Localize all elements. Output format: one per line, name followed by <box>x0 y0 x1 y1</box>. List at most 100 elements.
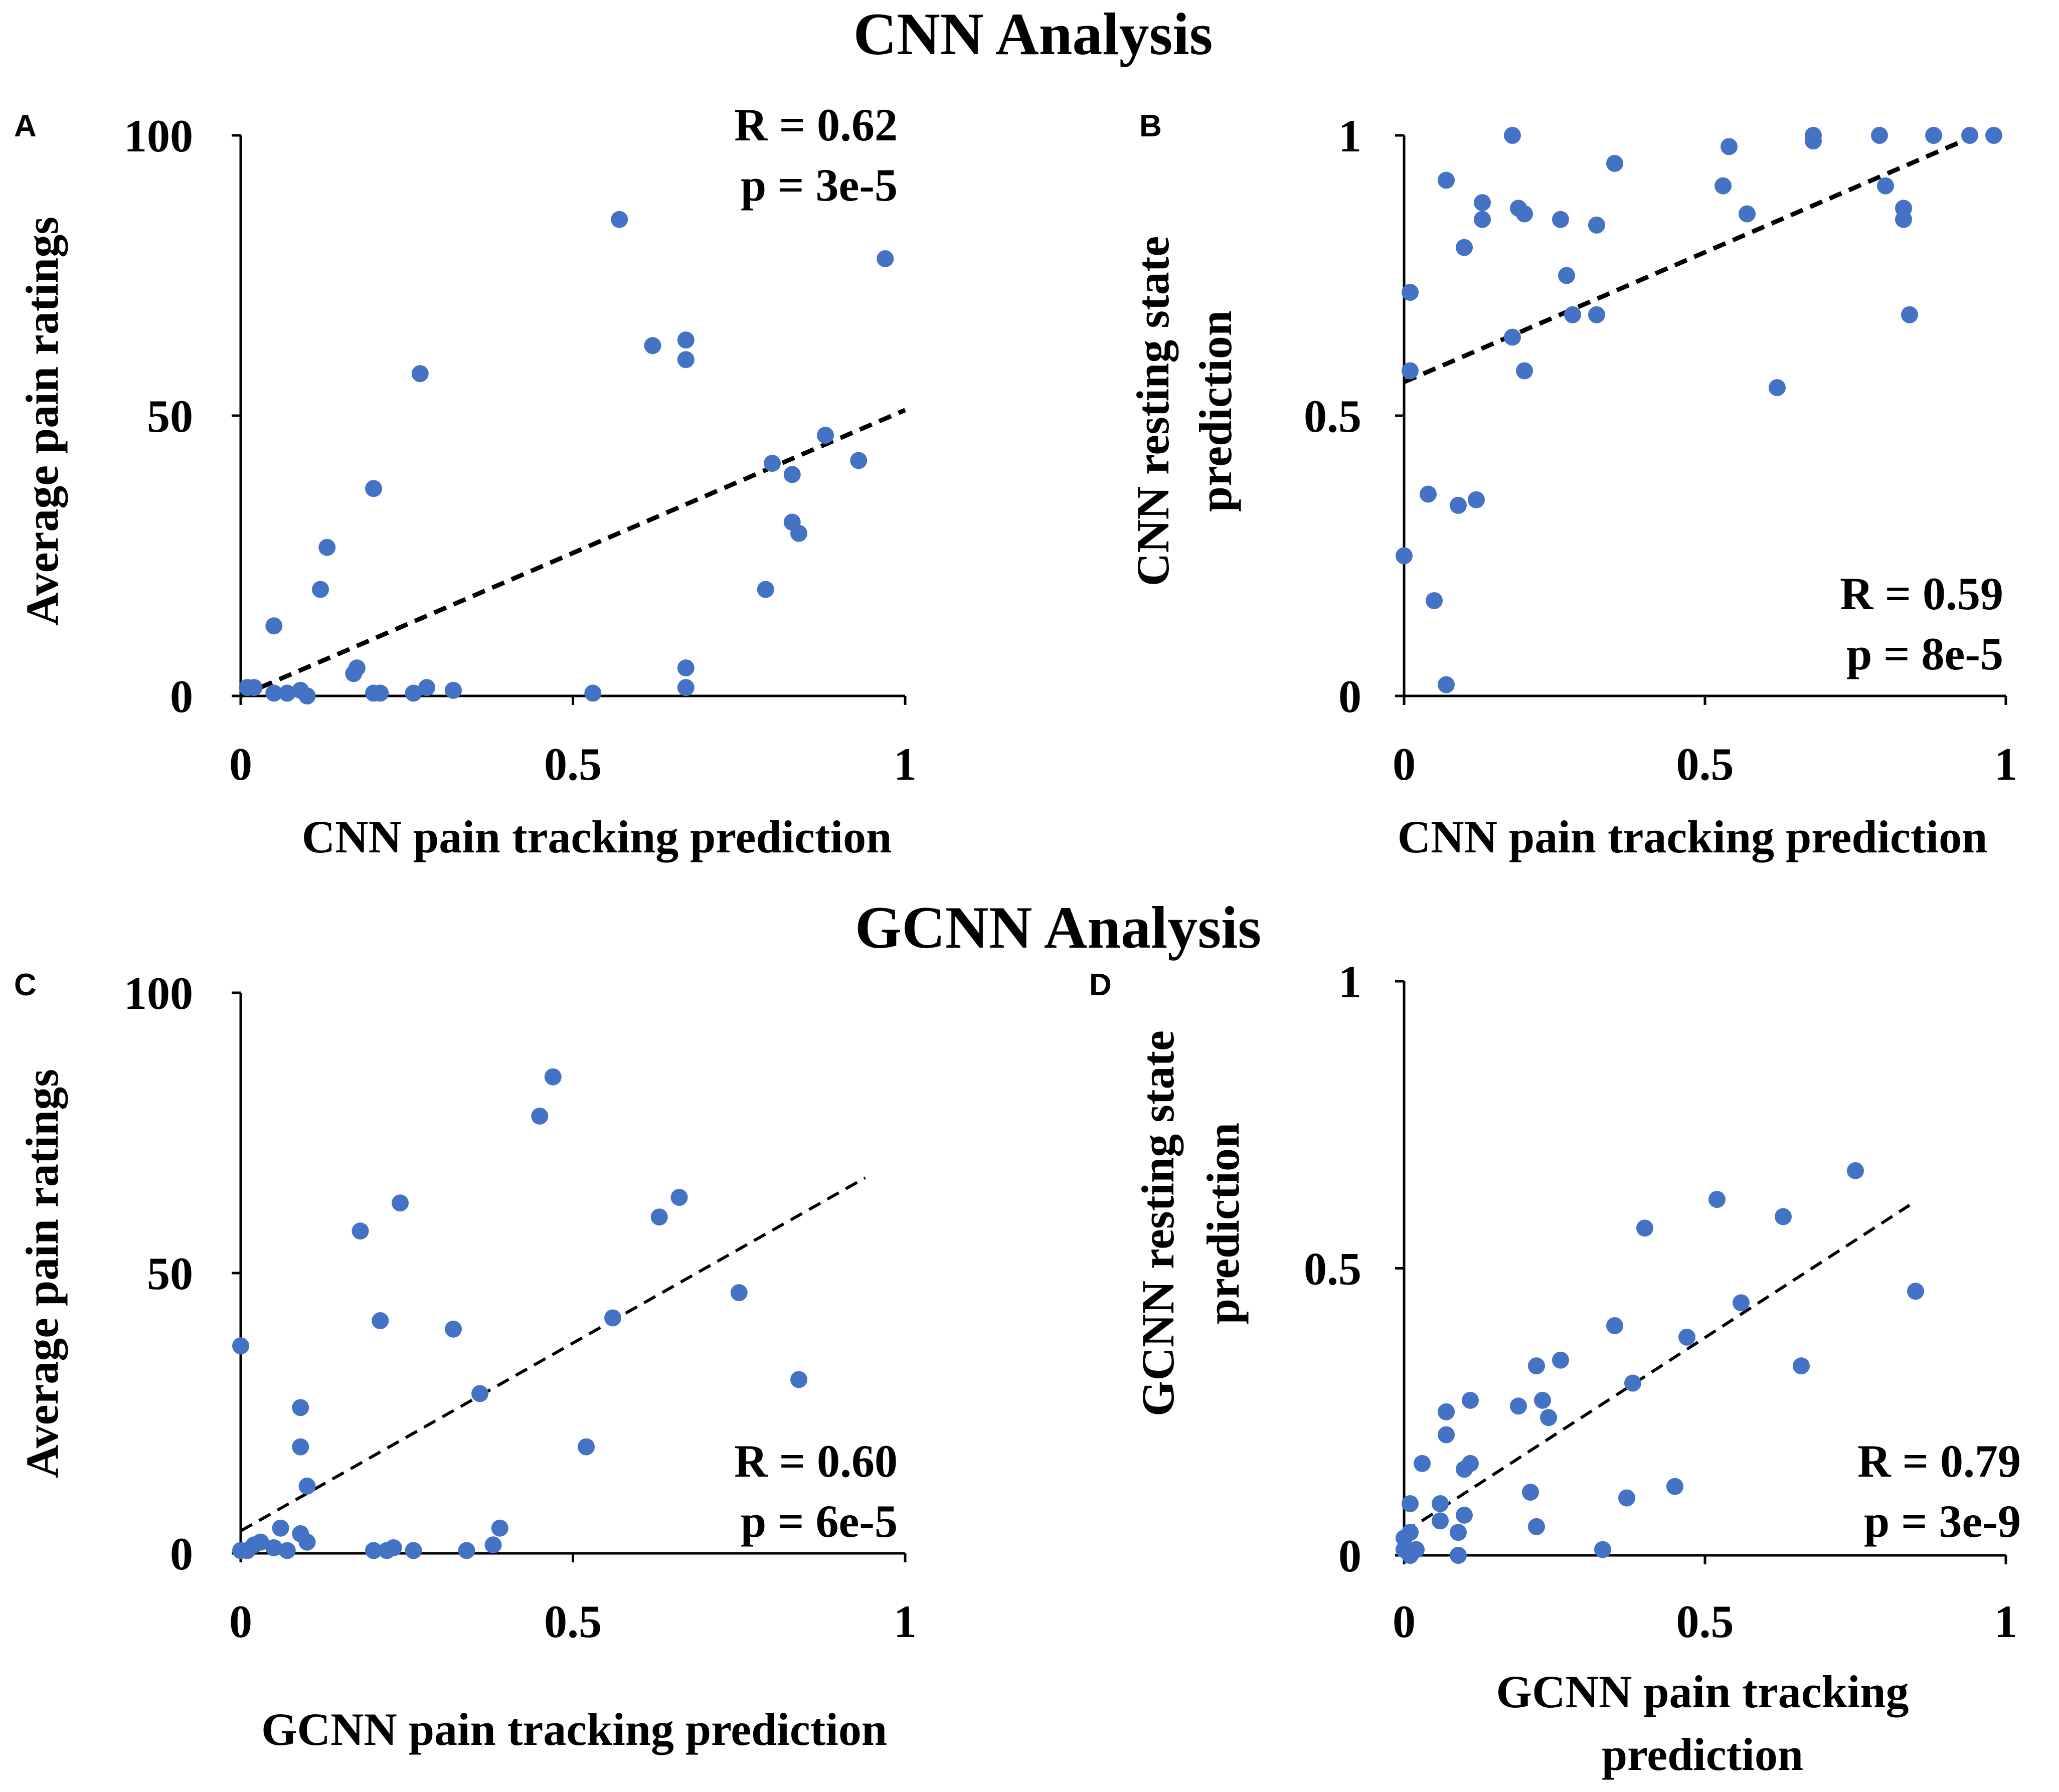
data-point <box>1510 1397 1527 1415</box>
x-tick-label: 0 <box>1393 1596 1416 1647</box>
x-axis-label: GCNN pain tracking prediction <box>261 1704 887 1755</box>
data-point <box>1450 496 1467 514</box>
trendline <box>1403 1204 1911 1534</box>
data-point <box>292 1399 309 1416</box>
data-point <box>405 1542 422 1559</box>
data-point <box>1895 211 1912 228</box>
correlation-r-label: R = 0.62 <box>734 99 898 150</box>
data-point <box>850 452 868 469</box>
data-point <box>1456 1506 1473 1524</box>
data-point <box>1739 205 1756 223</box>
data-point <box>1624 1374 1641 1392</box>
data-point <box>1462 1391 1479 1409</box>
data-point <box>1474 211 1491 228</box>
data-point <box>1558 267 1575 284</box>
data-point <box>1901 306 1918 323</box>
trendline <box>240 1176 866 1532</box>
data-point <box>298 687 316 704</box>
data-point <box>1432 1512 1449 1530</box>
data-point <box>1564 306 1581 323</box>
y-tick-label: 50 <box>147 391 193 442</box>
x-tick-label: 0 <box>229 1596 252 1647</box>
y-axis-label: prediction <box>1197 1123 1249 1324</box>
data-point <box>644 337 661 354</box>
data-point <box>531 1107 549 1125</box>
data-point <box>1636 1219 1653 1237</box>
x-axis-label: CNN pain tracking prediction <box>302 811 892 862</box>
data-point <box>1733 1294 1750 1312</box>
data-point <box>611 211 628 228</box>
data-point <box>418 679 435 696</box>
data-point <box>458 1542 475 1559</box>
x-tick-label: 1 <box>1994 739 2017 790</box>
data-point <box>484 1536 502 1554</box>
data-point <box>790 524 807 542</box>
data-point <box>1516 362 1533 380</box>
panel-letter: D <box>1089 968 1112 1002</box>
data-point <box>265 684 283 702</box>
data-point <box>584 684 602 702</box>
data-point <box>1540 1409 1557 1426</box>
data-point <box>1721 138 1738 155</box>
data-point <box>252 1533 269 1551</box>
data-point <box>670 1189 688 1206</box>
data-point <box>1528 1518 1545 1535</box>
data-point <box>1432 1495 1449 1512</box>
data-point <box>348 659 366 677</box>
data-point <box>1666 1478 1683 1495</box>
y-tick-label: 0.5 <box>1304 1243 1361 1295</box>
data-point <box>1714 177 1732 195</box>
x-tick-label: 0.5 <box>1676 1596 1734 1647</box>
data-point <box>1606 1317 1623 1334</box>
data-point <box>1408 1541 1425 1558</box>
data-point <box>265 617 283 635</box>
data-point <box>278 1542 296 1559</box>
panel-d: D 0 0.5 1 0 0.5 1 GCNN pain tracking prediction G… <box>1089 956 2021 1780</box>
y-tick-label: 100 <box>124 968 193 1019</box>
data-point <box>1438 676 1455 693</box>
y-tick-label: 0 <box>1338 1530 1361 1581</box>
data-point <box>1594 1541 1611 1558</box>
trendline <box>1403 133 1977 385</box>
data-point <box>365 480 382 497</box>
x-tick-label: 0.5 <box>544 739 602 790</box>
p-value-label: p = 3e-5 <box>741 159 898 211</box>
data-point <box>677 659 695 677</box>
y-tick-label: 0.5 <box>1304 391 1361 442</box>
data-point <box>817 427 834 444</box>
data-point <box>292 1438 309 1456</box>
data-point <box>1420 485 1437 503</box>
data-point <box>1708 1191 1726 1208</box>
x-tick-label: 1 <box>894 1596 917 1647</box>
data-point <box>318 539 336 556</box>
x-tick-label: 0 <box>1393 739 1416 790</box>
data-point <box>1396 547 1413 565</box>
y-tick-label: 1 <box>1338 956 1361 1007</box>
data-point <box>1438 1403 1455 1420</box>
data-point <box>245 679 263 696</box>
data-point <box>1426 592 1443 609</box>
data-point <box>1462 1455 1479 1472</box>
y-axis-label: prediction <box>1190 310 1241 512</box>
data-point <box>1678 1328 1695 1346</box>
data-point <box>1402 1495 1419 1512</box>
data-point <box>372 684 389 702</box>
data-point <box>1985 127 2002 144</box>
data-point <box>1438 171 1455 189</box>
data-point <box>1450 1524 1467 1541</box>
x-tick-label: 0 <box>229 739 252 790</box>
data-point <box>1552 211 1569 228</box>
data-point <box>1769 379 1786 397</box>
data-point <box>1588 306 1605 323</box>
data-point <box>1414 1455 1431 1472</box>
correlation-r-label: R = 0.79 <box>1857 1436 2021 1487</box>
panel-c: C 0 50 100 0 0.5 1 GCNN pain tracking predictio… <box>14 968 917 1755</box>
trendline <box>240 408 906 698</box>
p-value-label: p = 3e-9 <box>1864 1496 2021 1547</box>
p-value-label: p = 6e-5 <box>741 1496 898 1547</box>
data-point <box>1805 127 1822 144</box>
data-point <box>1516 205 1533 223</box>
data-point <box>764 455 781 472</box>
